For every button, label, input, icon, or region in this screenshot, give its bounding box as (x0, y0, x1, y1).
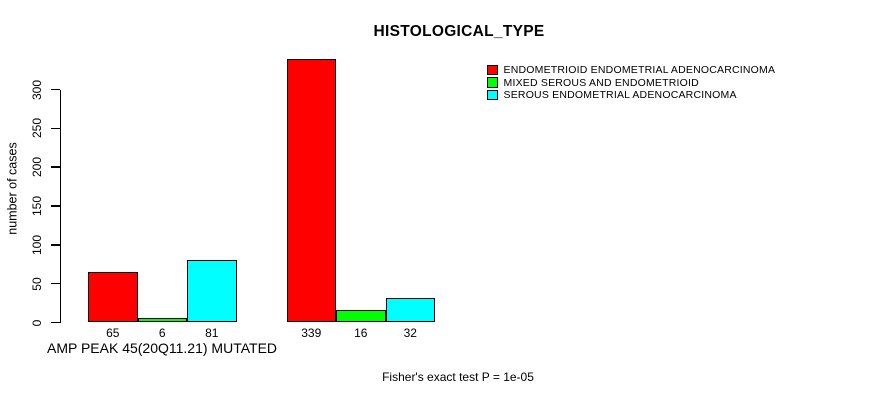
y-axis-tick-label: 250 (30, 118, 44, 139)
bar-value-label: 65 (106, 325, 120, 340)
y-axis-tick-label: 100 (30, 234, 44, 255)
y-axis-tick (51, 282, 60, 285)
y-axis-tick (51, 321, 60, 324)
legend-item: MIXED SEROUS AND ENDOMETRIOID (487, 76, 775, 89)
legend-swatch (487, 89, 498, 101)
y-axis-tick-label: 300 (30, 79, 44, 100)
legend: ENDOMETRIOID ENDOMETRIAL ADENOCARCINOMA M… (487, 64, 775, 101)
bar-serous-group1 (187, 259, 237, 323)
bar-value-label: 32 (403, 325, 417, 340)
chart-title: HISTOLOGICAL_TYPE (373, 23, 545, 40)
y-axis-tick-label: 150 (30, 195, 44, 217)
legend-item: SEROUS ENDOMETRIAL ADENOCARCINOMA (487, 89, 775, 101)
y-axis-tick (51, 166, 60, 168)
y-axis-tick-label: 200 (30, 157, 44, 178)
legend-label: MIXED SEROUS AND ENDOMETRIOID (503, 76, 699, 89)
legend-item: ENDOMETRIOID ENDOMETRIAL ADENOCARCINOMA (487, 64, 775, 76)
y-axis-tick-label: 0 (30, 319, 44, 326)
legend-swatch (487, 64, 498, 76)
bar-serous-group2 (385, 297, 435, 323)
bar-value-label: 81 (205, 325, 219, 340)
y-axis-label: number of cases (5, 141, 19, 235)
y-axis-tick (51, 244, 60, 246)
bar-mixed-group1 (137, 317, 187, 323)
y-axis-tick (51, 127, 60, 130)
legend-label: SEROUS ENDOMETRIAL ADENOCARCINOMA (503, 88, 737, 101)
bar-mixed-group2 (336, 310, 386, 323)
y-axis-tick (51, 88, 60, 91)
y-axis-tick-label: 50 (30, 276, 44, 291)
bar-value-label: 6 (158, 325, 166, 340)
bar-value-label: 16 (354, 325, 368, 340)
bar-value-label: 339 (301, 325, 322, 340)
fisher-test-note: Fisher's exact test P = 1e-05 (382, 370, 534, 384)
bar-endometrioid-group2 (286, 59, 336, 323)
bar-endometrioid-group1 (88, 272, 138, 323)
y-axis-line (59, 89, 61, 323)
legend-label: ENDOMETRIOID ENDOMETRIAL ADENOCARCINOMA (503, 64, 776, 77)
y-axis-tick (51, 205, 60, 207)
x-axis-label: AMP PEAK 45(20Q11.21) MUTATED (46, 340, 278, 356)
legend-swatch (487, 77, 498, 88)
